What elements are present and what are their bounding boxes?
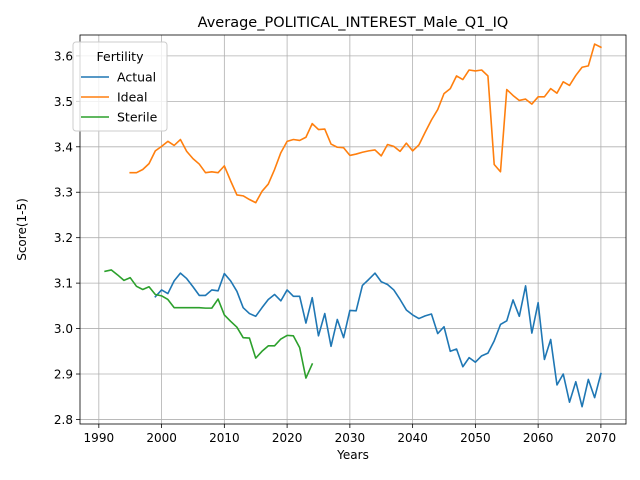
x-tick-label: 2040 (397, 431, 428, 445)
chart-title: Average_POLITICAL_INTEREST_Male_Q1_IQ (198, 15, 509, 31)
legend-label-sterile: Sterile (117, 110, 158, 125)
legend-box (72, 41, 168, 132)
series-line-ideal (129, 43, 602, 204)
series-line-sterile (104, 269, 314, 379)
x-tick-label: 1990 (84, 431, 115, 445)
x-tick-label: 2020 (272, 431, 303, 445)
series-layer (104, 43, 602, 408)
y-tick-label: 3.5 (54, 95, 73, 109)
x-tick-label: 2000 (146, 431, 177, 445)
series-line-actual (154, 272, 602, 408)
y-tick-label: 3.1 (54, 277, 73, 291)
y-tick-label: 3.0 (54, 322, 73, 336)
y-tick-label: 3.2 (54, 231, 73, 245)
grid-lines (80, 35, 626, 424)
y-axis: 2.8 2.9 3.0 3.1 3.2 3.3 3.4 3.5 3.6 (54, 49, 80, 427)
x-axis-label: Years (336, 448, 369, 462)
legend-items: Actual Ideal Sterile (81, 70, 158, 125)
legend: Fertility Actual Ideal Sterile (72, 41, 168, 132)
y-tick-label: 3.3 (54, 186, 73, 200)
plot-frame (79, 34, 627, 425)
legend-title: Fertility (97, 49, 145, 64)
x-tick-label: 2060 (523, 431, 554, 445)
legend-label-actual: Actual (117, 70, 156, 85)
y-tick-label: 3.4 (54, 140, 73, 154)
y-axis-label: Score(1-5) (15, 198, 29, 261)
x-tick-label: 2050 (460, 431, 491, 445)
x-tick-label: 2030 (335, 431, 366, 445)
x-tick-label: 2010 (209, 431, 240, 445)
x-axis: 1990 2000 2010 2020 2030 2040 2050 2060 2070 (84, 424, 617, 445)
y-tick-label: 2.9 (54, 368, 73, 382)
y-tick-label: 2.8 (54, 413, 73, 427)
x-tick-label: 2070 (586, 431, 617, 445)
legend-label-ideal: Ideal (117, 90, 147, 105)
y-tick-label: 3.6 (54, 49, 73, 63)
